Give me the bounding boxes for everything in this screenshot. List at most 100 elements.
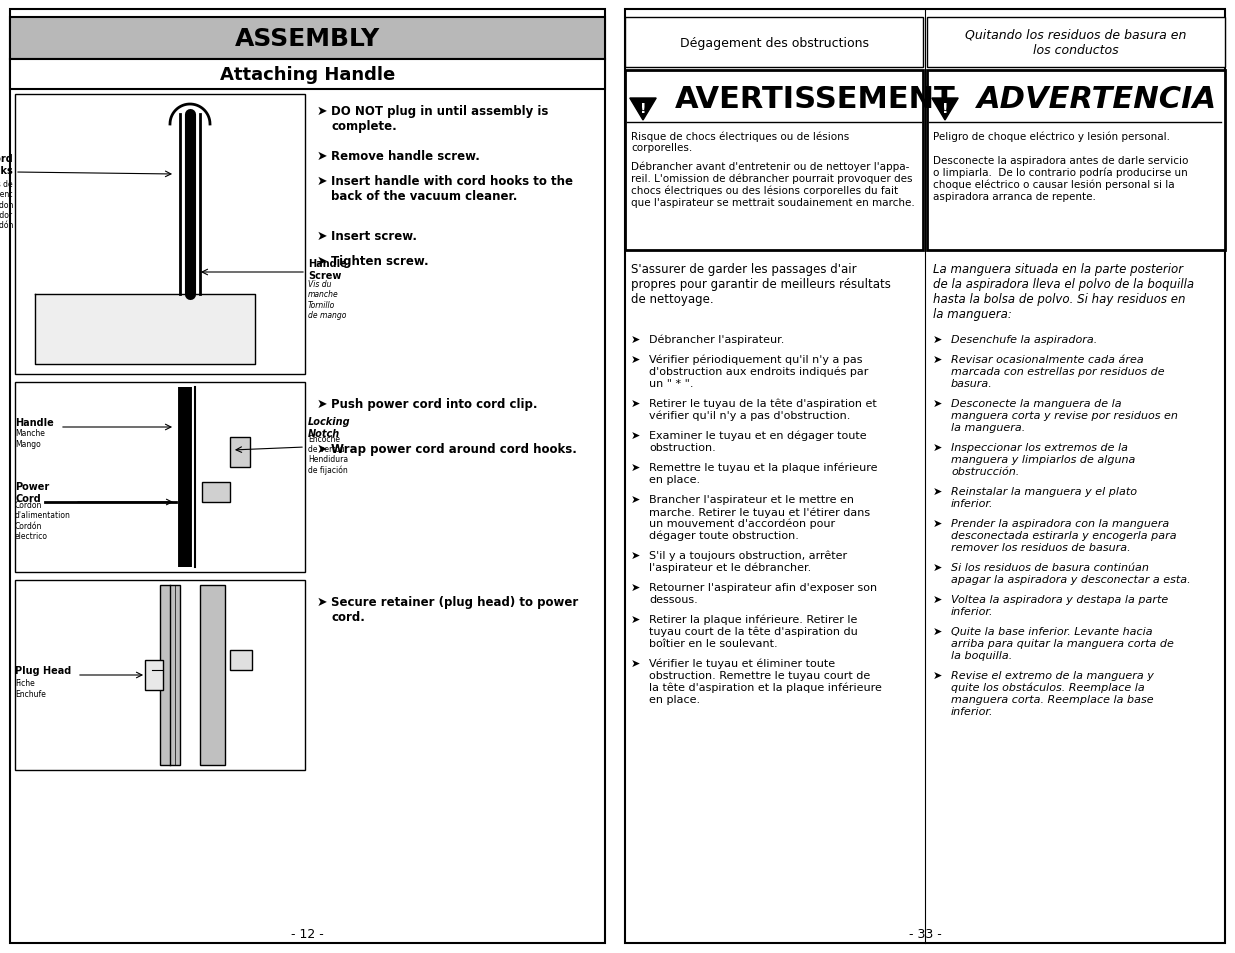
Bar — [10, 60, 605, 90]
Bar — [927, 18, 1225, 68]
Text: dégager toute obstruction.: dégager toute obstruction. — [650, 531, 799, 541]
Text: Prender la aspiradora con la manguera: Prender la aspiradora con la manguera — [951, 518, 1170, 529]
Text: remover los residuos de basura.: remover los residuos de basura. — [951, 542, 1130, 553]
Text: AVERTISSEMENT: AVERTISSEMENT — [676, 85, 956, 113]
Text: Power
Cord: Power Cord — [15, 481, 49, 503]
Text: ➤: ➤ — [932, 355, 942, 365]
Text: Insert screw.: Insert screw. — [331, 230, 417, 243]
Text: Vis du
manche
Tornillo
de mango: Vis du manche Tornillo de mango — [308, 279, 346, 320]
Polygon shape — [35, 294, 254, 365]
Text: Locking
Notch: Locking Notch — [308, 416, 351, 438]
Text: ➤: ➤ — [631, 615, 641, 624]
Text: ➤: ➤ — [932, 670, 942, 680]
Text: Brancher l'aspirateur et le mettre en: Brancher l'aspirateur et le mettre en — [650, 495, 853, 504]
Text: ➤: ➤ — [317, 397, 327, 411]
Text: Remove handle screw.: Remove handle screw. — [331, 150, 480, 163]
Text: Si los residuos de basura continúan: Si los residuos de basura continúan — [951, 562, 1149, 573]
Text: Remettre le tuyau et la plaque inférieure: Remettre le tuyau et la plaque inférieur… — [650, 462, 878, 473]
Text: Débrancher avant d'entretenir ou de nettoyer l'appa-
reil. L'omission de débranc: Débrancher avant d'entretenir ou de nett… — [631, 161, 915, 208]
Text: DO NOT plug in until assembly is
complete.: DO NOT plug in until assembly is complet… — [331, 105, 548, 132]
Text: manguera corta. Reemplace la base: manguera corta. Reemplace la base — [951, 695, 1153, 704]
Bar — [161, 585, 180, 765]
Text: Desconecte la manguera de la: Desconecte la manguera de la — [951, 398, 1121, 409]
Text: la boquilla.: la boquilla. — [951, 650, 1013, 660]
Text: boîtier en le soulevant.: boîtier en le soulevant. — [650, 639, 778, 648]
Text: Handle: Handle — [15, 417, 54, 428]
Text: inferior.: inferior. — [951, 606, 993, 617]
Text: obstruction. Remettre le tuyau court de: obstruction. Remettre le tuyau court de — [650, 670, 871, 680]
Text: !: ! — [640, 102, 646, 115]
Text: en place.: en place. — [650, 475, 700, 484]
Text: vérifier qu'il n'y a pas d'obstruction.: vérifier qu'il n'y a pas d'obstruction. — [650, 411, 851, 421]
Bar — [10, 18, 605, 60]
Text: Handle
Screw: Handle Screw — [308, 259, 347, 280]
Text: Revisar ocasionalmente cada área: Revisar ocasionalmente cada área — [951, 355, 1144, 365]
Text: Reinstalar la manguera y el plato: Reinstalar la manguera y el plato — [951, 486, 1137, 497]
Text: Secure retainer (plug head) to power
cord.: Secure retainer (plug head) to power cor… — [331, 596, 578, 623]
Bar — [144, 660, 163, 690]
Text: un " * ".: un " * ". — [650, 378, 694, 389]
Text: inferior.: inferior. — [951, 706, 993, 717]
Text: ➤: ➤ — [631, 335, 641, 345]
Text: ➤: ➤ — [317, 174, 327, 188]
Bar — [200, 585, 225, 765]
Text: S'il y a toujours obstruction, arrêter: S'il y a toujours obstruction, arrêter — [650, 551, 847, 561]
Text: basura.: basura. — [951, 378, 993, 389]
Text: Plug Head: Plug Head — [15, 665, 72, 676]
Text: Retirer le tuyau de la tête d'aspiration et: Retirer le tuyau de la tête d'aspiration… — [650, 398, 877, 409]
Text: ➤: ➤ — [631, 431, 641, 440]
Text: obstruction.: obstruction. — [650, 442, 716, 453]
Text: ➤: ➤ — [631, 462, 641, 473]
Bar — [230, 437, 249, 468]
Bar — [625, 71, 923, 251]
Text: dessous.: dessous. — [650, 595, 698, 604]
Text: ➤: ➤ — [317, 442, 327, 456]
Text: la tête d'aspiration et la plaque inférieure: la tête d'aspiration et la plaque inféri… — [650, 682, 882, 693]
Text: Insert handle with cord hooks to the
back of the vacuum cleaner.: Insert handle with cord hooks to the bac… — [331, 174, 573, 203]
Text: obstrucción.: obstrucción. — [951, 467, 1019, 476]
Bar — [230, 650, 252, 670]
Text: ADVERTENCIA: ADVERTENCIA — [977, 85, 1218, 113]
Text: ➤: ➤ — [932, 442, 942, 453]
Text: ➤: ➤ — [631, 495, 641, 504]
Text: !: ! — [942, 102, 948, 115]
Text: manguera y limpiarlos de alguna: manguera y limpiarlos de alguna — [951, 455, 1135, 464]
Text: Retirer la plaque inférieure. Retirer le: Retirer la plaque inférieure. Retirer le — [650, 615, 857, 625]
Text: Quitando los residuos de basura en
los conductos: Quitando los residuos de basura en los c… — [966, 29, 1187, 57]
Text: Crochets de
rangement
du cordon
Sujetador
del cordón: Crochets de rangement du cordon Sujetado… — [0, 179, 14, 230]
Text: ➤: ➤ — [932, 562, 942, 573]
Text: ➤: ➤ — [631, 355, 641, 365]
Text: ➤: ➤ — [317, 254, 327, 268]
Text: tuyau court de la tête d'aspiration du: tuyau court de la tête d'aspiration du — [650, 626, 858, 637]
Text: l'aspirateur et le débrancher.: l'aspirateur et le débrancher. — [650, 562, 811, 573]
Text: marcada con estrellas por residuos de: marcada con estrellas por residuos de — [951, 367, 1165, 376]
Text: ➤: ➤ — [932, 335, 942, 345]
Text: Desenchufe la aspiradora.: Desenchufe la aspiradora. — [951, 335, 1097, 345]
Text: Peligro de choque eléctrico y lesión personal.: Peligro de choque eléctrico y lesión per… — [932, 131, 1170, 141]
Text: Attaching Handle: Attaching Handle — [220, 66, 395, 84]
Text: ASSEMBLY: ASSEMBLY — [235, 27, 380, 51]
Text: ➤: ➤ — [932, 518, 942, 529]
Text: S'assurer de garder les passages d'air
propres pour garantir de meilleurs résult: S'assurer de garder les passages d'air p… — [631, 263, 890, 306]
Text: Fiche
Enchufe: Fiche Enchufe — [15, 679, 46, 698]
Text: Retourner l'aspirateur afin d'exposer son: Retourner l'aspirateur afin d'exposer so… — [650, 582, 877, 593]
Text: ➤: ➤ — [631, 398, 641, 409]
Text: - 33 -: - 33 - — [909, 927, 941, 941]
Text: Manche
Mango: Manche Mango — [15, 429, 44, 448]
Text: ➤: ➤ — [932, 398, 942, 409]
Text: ➤: ➤ — [932, 626, 942, 637]
Text: Vérifier le tuyau et éliminer toute: Vérifier le tuyau et éliminer toute — [650, 659, 835, 669]
Bar — [927, 71, 1225, 251]
Text: marche. Retirer le tuyau et l'étirer dans: marche. Retirer le tuyau et l'étirer dan… — [650, 506, 871, 517]
Text: la manguera.: la manguera. — [951, 422, 1025, 433]
Text: Risque de chocs électriques ou de lésions
corporelles.: Risque de chocs électriques ou de lésion… — [631, 131, 850, 152]
Bar — [625, 18, 923, 68]
Text: ➤: ➤ — [317, 230, 327, 243]
Text: ➤: ➤ — [317, 105, 327, 118]
Text: apagar la aspiradora y desconectar a esta.: apagar la aspiradora y desconectar a est… — [951, 575, 1191, 584]
Text: Inspeccionar los extremos de la: Inspeccionar los extremos de la — [951, 442, 1128, 453]
Text: quite los obstáculos. Reemplace la: quite los obstáculos. Reemplace la — [951, 682, 1145, 693]
Text: desconectada estirarla y encogerla para: desconectada estirarla y encogerla para — [951, 531, 1177, 540]
Text: Desconecte la aspiradora antes de darle servicio
o limpiarla.  De lo contrario p: Desconecte la aspiradora antes de darle … — [932, 156, 1188, 202]
Text: manguera corta y revise por residuos en: manguera corta y revise por residuos en — [951, 411, 1178, 420]
